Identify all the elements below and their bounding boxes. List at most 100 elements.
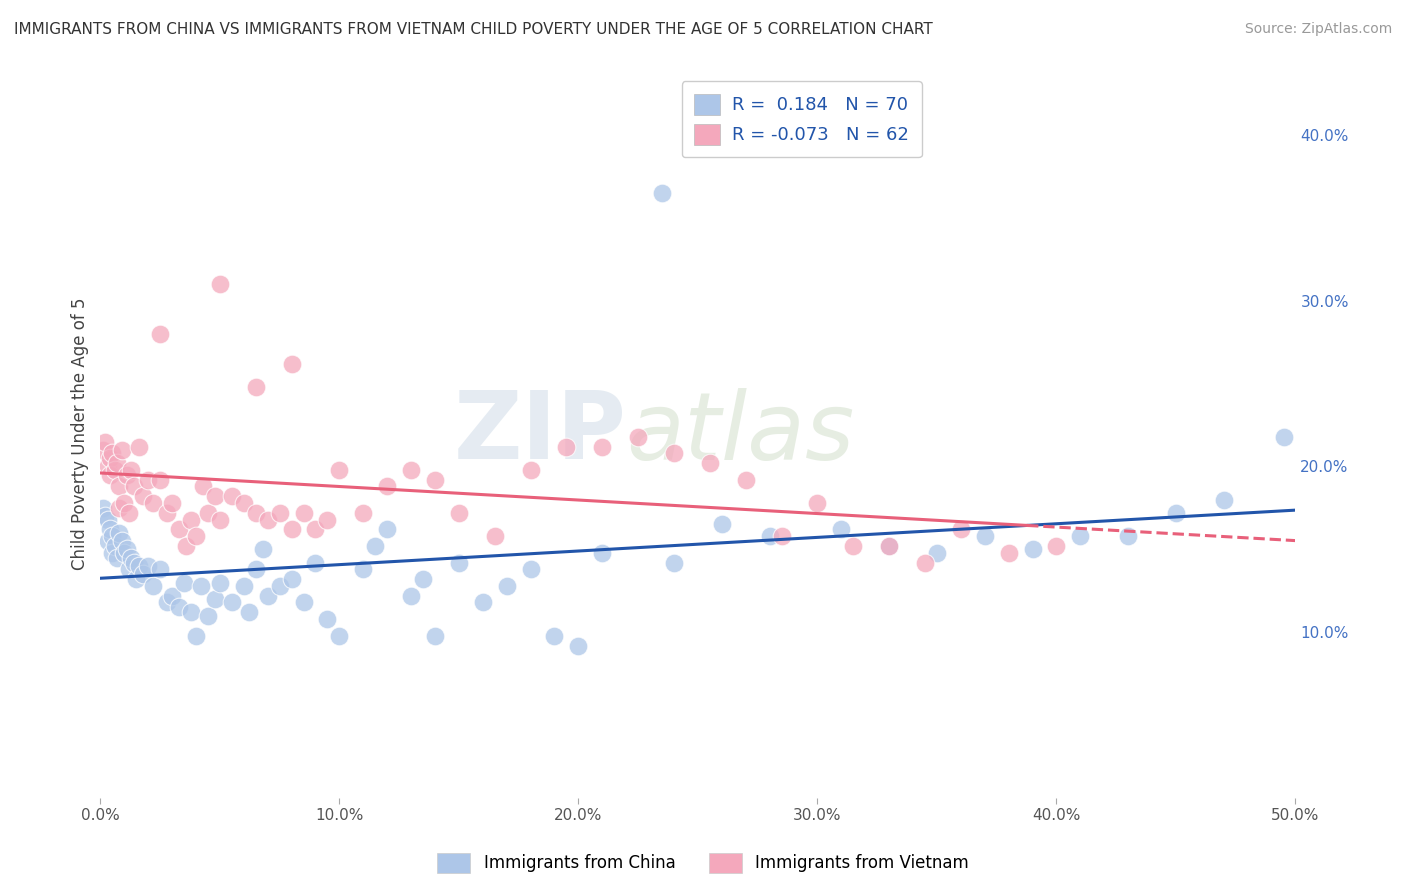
Point	[292, 595, 315, 609]
Point	[101, 546, 124, 560]
Point	[328, 629, 350, 643]
Point	[176, 539, 198, 553]
Point	[108, 500, 131, 515]
Point	[94, 434, 117, 449]
Point	[98, 523, 121, 537]
Point	[98, 467, 121, 482]
Point	[399, 463, 422, 477]
Point	[352, 562, 374, 576]
Point	[111, 442, 134, 457]
Point	[94, 509, 117, 524]
Point	[98, 451, 121, 466]
Point	[160, 589, 183, 603]
Point	[1069, 529, 1091, 543]
Point	[160, 496, 183, 510]
Point	[105, 456, 128, 470]
Point	[204, 592, 226, 607]
Point	[149, 326, 172, 341]
Point	[156, 595, 179, 609]
Point	[112, 546, 135, 560]
Point	[122, 556, 145, 570]
Point	[149, 562, 172, 576]
Point	[651, 186, 673, 200]
Text: atlas: atlas	[626, 388, 855, 479]
Point	[662, 446, 685, 460]
Point	[519, 562, 541, 576]
Point	[245, 562, 267, 576]
Point	[96, 459, 118, 474]
Point	[304, 523, 326, 537]
Point	[128, 558, 150, 573]
Point	[115, 542, 138, 557]
Point	[484, 529, 506, 543]
Point	[101, 446, 124, 460]
Point	[316, 512, 339, 526]
Point	[91, 442, 114, 457]
Point	[184, 629, 207, 643]
Point	[842, 539, 865, 553]
Point	[423, 473, 446, 487]
Point	[375, 523, 398, 537]
Point	[96, 534, 118, 549]
Text: ZIP: ZIP	[453, 387, 626, 479]
Point	[167, 600, 190, 615]
Point	[758, 529, 780, 543]
Point	[118, 506, 141, 520]
Y-axis label: Child Poverty Under the Age of 5: Child Poverty Under the Age of 5	[72, 297, 89, 569]
Point	[221, 489, 243, 503]
Legend: Immigrants from China, Immigrants from Vietnam: Immigrants from China, Immigrants from V…	[430, 847, 976, 880]
Point	[91, 500, 114, 515]
Point	[232, 496, 254, 510]
Point	[112, 496, 135, 510]
Point	[128, 440, 150, 454]
Text: IMMIGRANTS FROM CHINA VS IMMIGRANTS FROM VIETNAM CHILD POVERTY UNDER THE AGE OF : IMMIGRANTS FROM CHINA VS IMMIGRANTS FROM…	[14, 22, 932, 37]
Point	[997, 546, 1019, 560]
Point	[190, 579, 212, 593]
Point	[118, 562, 141, 576]
Point	[662, 556, 685, 570]
Point	[806, 496, 828, 510]
Point	[197, 506, 219, 520]
Point	[149, 473, 172, 487]
Point	[245, 380, 267, 394]
Point	[184, 529, 207, 543]
Point	[280, 572, 302, 586]
Point	[167, 523, 190, 537]
Point	[136, 473, 159, 487]
Point	[364, 539, 387, 553]
Point	[877, 539, 900, 553]
Point	[973, 529, 995, 543]
Point	[245, 506, 267, 520]
Point	[591, 546, 613, 560]
Point	[204, 489, 226, 503]
Point	[471, 595, 494, 609]
Point	[328, 463, 350, 477]
Point	[122, 479, 145, 493]
Point	[316, 612, 339, 626]
Point	[104, 539, 127, 553]
Point	[292, 506, 315, 520]
Point	[232, 579, 254, 593]
Point	[132, 489, 155, 503]
Point	[375, 479, 398, 493]
Point	[280, 523, 302, 537]
Point	[208, 277, 231, 291]
Point	[252, 542, 274, 557]
Point	[830, 523, 852, 537]
Point	[495, 579, 517, 593]
Point	[447, 556, 470, 570]
Point	[238, 606, 260, 620]
Point	[1212, 492, 1234, 507]
Point	[627, 429, 650, 443]
Point	[734, 473, 756, 487]
Point	[104, 463, 127, 477]
Point	[555, 440, 578, 454]
Point	[877, 539, 900, 553]
Point	[197, 608, 219, 623]
Legend: R =  0.184   N = 70, R = -0.073   N = 62: R = 0.184 N = 70, R = -0.073 N = 62	[682, 81, 922, 157]
Point	[105, 550, 128, 565]
Point	[101, 529, 124, 543]
Point	[1164, 506, 1187, 520]
Point	[591, 440, 613, 454]
Point	[125, 572, 148, 586]
